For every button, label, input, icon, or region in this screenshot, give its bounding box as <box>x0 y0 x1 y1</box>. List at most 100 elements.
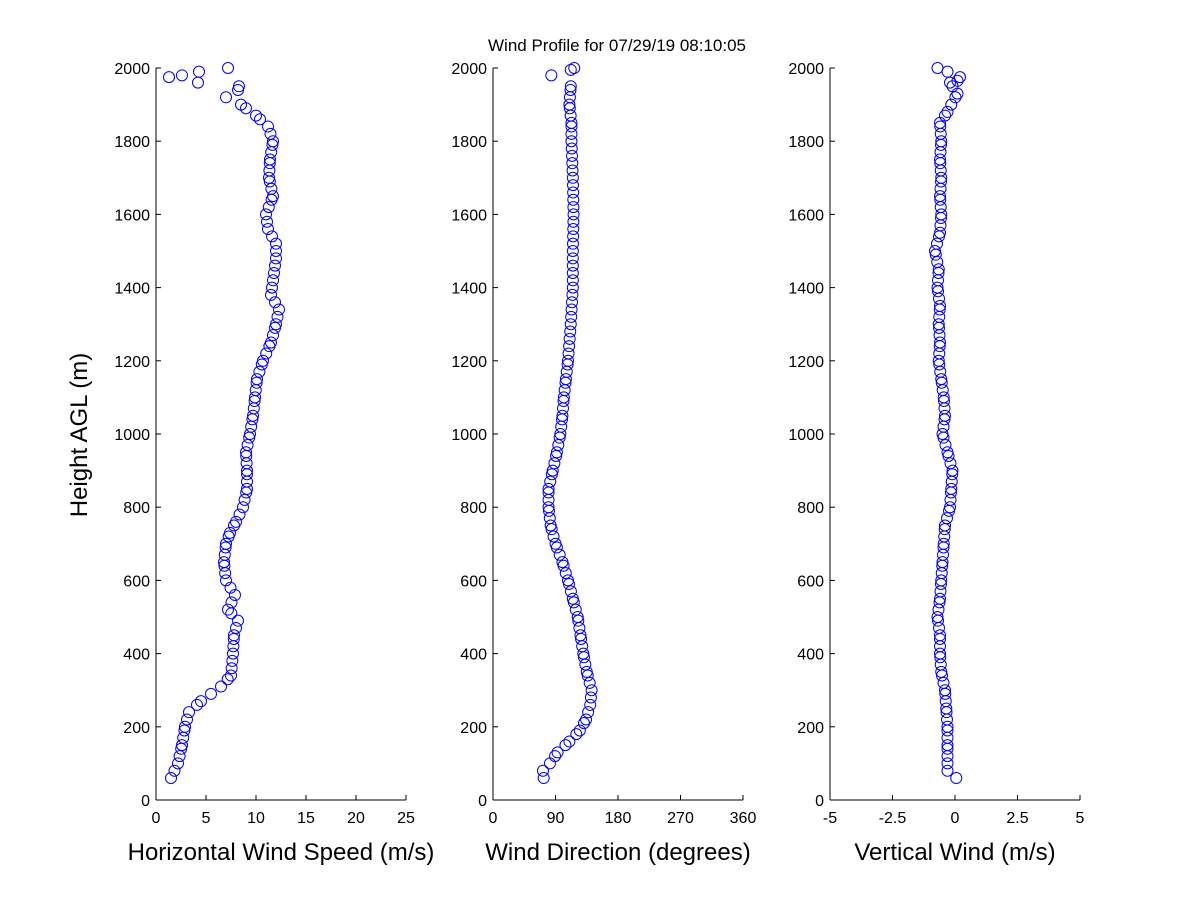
x-tick-label: 360 <box>730 810 757 827</box>
data-point <box>547 530 560 543</box>
data-point <box>545 69 558 82</box>
data-point <box>229 589 241 602</box>
y-tick-label: 600 <box>797 573 824 590</box>
data-point <box>263 171 275 184</box>
y-tick-label: 1800 <box>451 134 487 151</box>
data-point <box>176 69 188 82</box>
y-tick-label: 0 <box>478 793 487 810</box>
data-point <box>163 71 175 84</box>
data-point <box>936 428 949 440</box>
x-tick-label: -5 <box>823 810 837 827</box>
y-tick-label: 1800 <box>114 134 150 151</box>
data-point <box>195 695 207 708</box>
y-tick-label: 400 <box>797 647 824 664</box>
x-tick-label: 0 <box>489 810 498 827</box>
data-point <box>270 252 282 265</box>
data-point <box>934 647 946 660</box>
data-point <box>571 611 584 623</box>
data-point <box>249 391 261 404</box>
data-point <box>583 676 596 689</box>
data-point <box>241 464 253 477</box>
data-point <box>230 515 242 528</box>
data-point <box>273 303 285 316</box>
data-point <box>566 259 579 272</box>
y-tick-label: 800 <box>123 500 150 517</box>
data-point <box>929 245 941 257</box>
data-point <box>567 237 579 250</box>
data-point <box>553 548 566 561</box>
x-axis-label: Horizontal Wind Speed (m/s) <box>128 839 435 866</box>
data-point <box>225 662 238 675</box>
data-point <box>932 263 945 276</box>
data-point <box>241 482 253 495</box>
data-point <box>934 190 946 203</box>
data-point <box>566 288 579 301</box>
data-point <box>941 764 954 777</box>
data-point <box>551 746 564 759</box>
data-point <box>544 519 557 532</box>
data-point <box>944 457 957 470</box>
data-point <box>935 665 948 678</box>
data-point <box>565 116 578 129</box>
x-axis-label: Vertical Wind (m/s) <box>854 839 1055 866</box>
data-point <box>235 98 247 111</box>
data-point <box>267 329 279 342</box>
data-point <box>931 281 944 294</box>
y-tick-label: 600 <box>123 573 150 590</box>
data-point <box>224 581 237 594</box>
data-point <box>931 611 944 623</box>
data-point <box>556 409 569 422</box>
data-point <box>939 438 952 451</box>
y-tick-label: 1600 <box>114 207 150 224</box>
data-point <box>225 669 237 682</box>
x-tick-label: 2.5 <box>1006 810 1028 827</box>
data-point <box>937 537 950 550</box>
data-point <box>941 739 954 752</box>
data-point <box>264 153 276 166</box>
data-point <box>566 157 579 170</box>
data-point <box>267 135 279 148</box>
data-point <box>945 482 958 495</box>
data-point <box>585 684 598 697</box>
y-tick-label: 1400 <box>114 281 150 298</box>
data-point <box>567 215 580 228</box>
data-point <box>165 772 177 785</box>
data-point <box>570 728 583 741</box>
data-point <box>230 621 242 634</box>
data-point <box>574 629 587 642</box>
data-point <box>267 190 279 203</box>
figure-title: Wind Profile for 07/29/19 08:10:05 <box>488 36 746 55</box>
data-point <box>546 464 559 477</box>
data-point <box>221 673 234 686</box>
y-tick-label: 1400 <box>451 281 487 298</box>
data-point <box>940 702 953 715</box>
data-point <box>178 724 191 737</box>
data-point <box>934 629 946 642</box>
data-point <box>537 772 550 785</box>
x-tick-label: 10 <box>247 810 265 827</box>
data-point <box>181 713 193 726</box>
data-point <box>941 105 954 118</box>
y-tick-label: 400 <box>123 647 150 664</box>
data-point <box>937 391 950 404</box>
data-point <box>270 237 282 250</box>
data-point <box>572 614 585 627</box>
y-tick-label: 1600 <box>451 207 487 224</box>
data-point <box>537 764 549 777</box>
data-point <box>946 464 959 477</box>
data-point <box>233 508 246 521</box>
y-tick-label: 800 <box>797 500 824 517</box>
data-point <box>257 354 269 367</box>
data-point <box>564 585 577 598</box>
data-point <box>237 501 249 514</box>
data-point <box>567 186 580 199</box>
data-point <box>262 201 275 214</box>
data-point <box>183 706 195 719</box>
data-point <box>550 446 563 459</box>
data-point <box>936 556 949 569</box>
data-point <box>934 226 946 239</box>
data-point <box>562 347 575 360</box>
x-tick-label: 0 <box>951 810 960 827</box>
data-point <box>567 230 580 243</box>
y-tick-label: 1000 <box>114 427 150 444</box>
